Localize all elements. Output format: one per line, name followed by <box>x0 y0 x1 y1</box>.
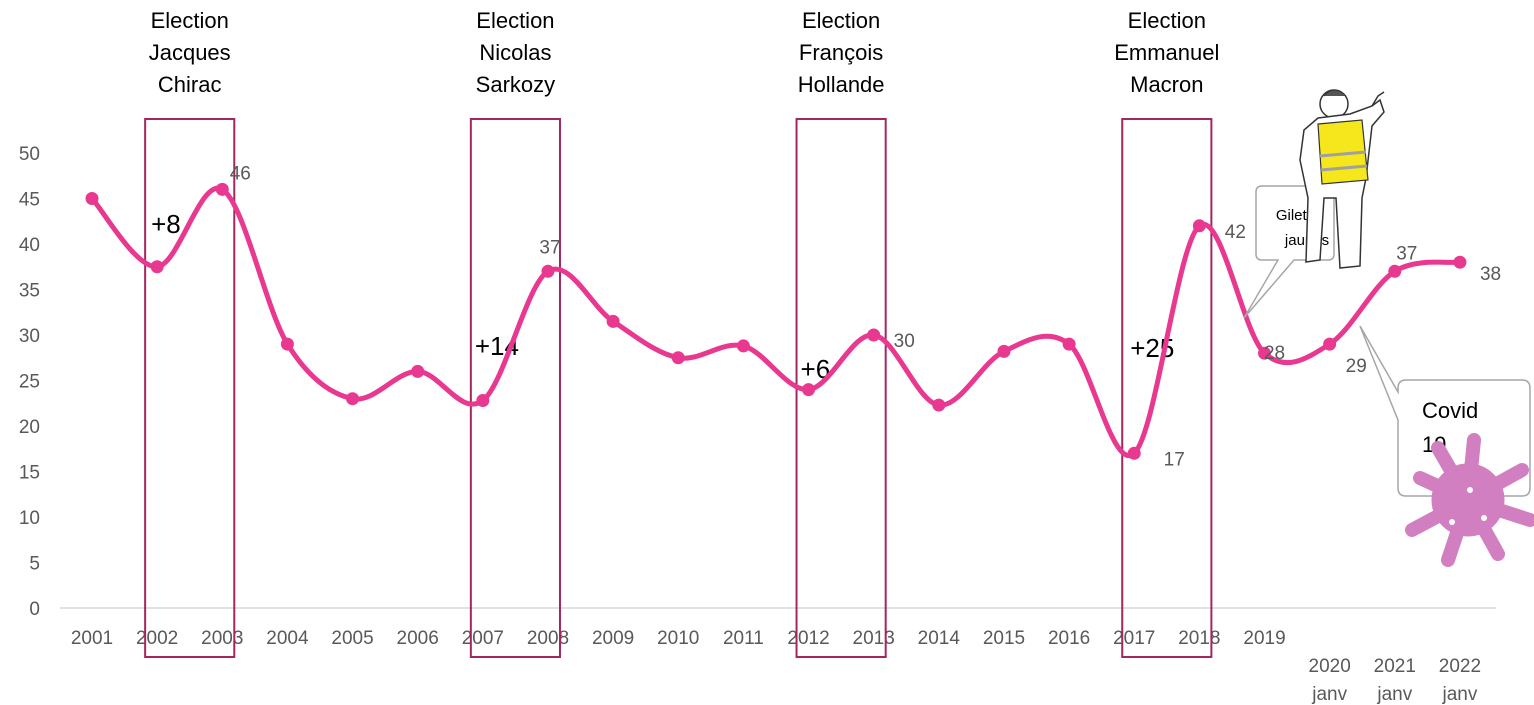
y-tick-label: 10 <box>19 508 40 529</box>
x-tick-label: 2009 <box>592 628 634 649</box>
series-points <box>85 182 1467 460</box>
x-tick-label: 2002 <box>136 628 178 649</box>
election-label: Jacques <box>149 40 231 65</box>
data-point <box>1192 219 1206 233</box>
x-tick-label: 2007 <box>462 628 504 649</box>
virus-icon <box>1405 433 1534 567</box>
covid-label-line1: Covid <box>1422 398 1478 423</box>
data-point <box>85 192 99 205</box>
data-label: 29 <box>1346 356 1367 377</box>
x-tick-label: 2006 <box>397 628 439 649</box>
election-delta-label: +8 <box>151 209 181 239</box>
data-point <box>606 314 620 328</box>
data-point <box>1388 264 1402 278</box>
x-tick-label: 2022 janv <box>1439 656 1481 705</box>
election-label: Election <box>476 8 554 33</box>
data-point <box>671 351 685 365</box>
data-labels: 46 37 30 17 42 28 29 37 38 <box>230 163 1501 470</box>
election-annotations: Election Jacques Chirac Election Nicolas Sark… <box>144 8 1219 658</box>
x-tick-label: 2014 <box>918 628 961 649</box>
data-point <box>802 383 816 397</box>
x-tick-label: 2016 <box>1048 628 1090 649</box>
y-tick-label: 25 <box>19 372 40 393</box>
covid-callout: Covid 19 <box>1359 325 1531 497</box>
election-label: Election <box>151 8 229 33</box>
data-point <box>1453 255 1467 269</box>
election-box <box>1121 118 1213 658</box>
data-point <box>476 394 490 408</box>
data-label: 28 <box>1264 343 1285 364</box>
election-label: Chirac <box>158 72 222 97</box>
y-tick-label: 45 <box>19 190 40 211</box>
data-label: 30 <box>894 331 915 352</box>
y-tick-label: 50 <box>19 144 40 165</box>
x-tick-label: 2004 <box>266 628 309 649</box>
data-point <box>736 339 750 353</box>
y-tick-label: 30 <box>19 326 40 347</box>
gilets-jaunes-label-line1: Gilets <box>1276 207 1314 224</box>
data-label: 38 <box>1480 264 1501 285</box>
data-point <box>150 260 164 274</box>
x-tick-label: 2015 <box>983 628 1025 649</box>
x-tick-label: 2018 <box>1178 628 1220 649</box>
x-tick-label: 2005 <box>331 628 373 649</box>
data-point <box>215 182 229 196</box>
data-point <box>867 328 881 342</box>
x-tick-label: 2019 <box>1243 628 1285 649</box>
x-tick-label: 2011 <box>723 628 764 649</box>
data-point <box>1258 346 1272 360</box>
data-point <box>346 392 360 406</box>
x-tick-label: 2010 <box>657 628 699 649</box>
data-point <box>932 398 946 412</box>
election-label: Sarkozy <box>476 72 555 97</box>
x-axis-ticks: 2001 2002 2003 2004 2005 2006 2007 2008 2009 2010… <box>71 628 1481 705</box>
data-point <box>997 344 1011 358</box>
y-tick-label: 0 <box>29 599 40 620</box>
data-label: 37 <box>1396 243 1417 264</box>
x-tick-label: 2021 janv <box>1374 656 1416 705</box>
data-point <box>541 264 555 278</box>
x-tick-label: 2008 <box>527 628 569 649</box>
data-point <box>1323 337 1337 351</box>
election-box <box>144 118 236 658</box>
data-label: 46 <box>230 163 251 184</box>
x-tick-label: 2003 <box>201 628 243 649</box>
election-box <box>469 118 561 658</box>
x-tick-label: 2012 <box>787 628 829 649</box>
y-tick-label: 5 <box>29 554 40 575</box>
x-tick-label: 2001 <box>71 628 113 649</box>
election-label: Nicolas <box>479 40 551 65</box>
x-tick-label: 2013 <box>853 628 895 649</box>
data-point <box>411 364 425 378</box>
y-tick-label: 35 <box>19 281 40 302</box>
election-label: Macron <box>1130 72 1203 97</box>
data-point <box>280 337 294 351</box>
data-label: 37 <box>539 237 560 258</box>
y-axis-ticks: 0 5 10 15 20 25 30 35 40 45 50 <box>19 144 40 620</box>
data-point <box>1127 446 1141 460</box>
x-tick-label: 2017 <box>1113 628 1155 649</box>
election-label: Election <box>802 8 880 33</box>
data-label: 42 <box>1225 222 1246 243</box>
data-label: 17 <box>1164 449 1185 470</box>
series-line <box>89 185 1463 459</box>
x-tick-label: 2020 janv <box>1309 656 1351 705</box>
data-point <box>1062 337 1076 351</box>
election-label: François <box>799 40 883 65</box>
gilet-jaune-protester-icon <box>1299 89 1385 269</box>
election-label: Hollande <box>798 72 885 97</box>
y-tick-label: 20 <box>19 417 40 438</box>
election-label: Emmanuel <box>1114 40 1219 65</box>
y-tick-label: 40 <box>19 235 40 256</box>
y-tick-label: 15 <box>19 463 40 484</box>
election-label: Election <box>1128 8 1206 33</box>
